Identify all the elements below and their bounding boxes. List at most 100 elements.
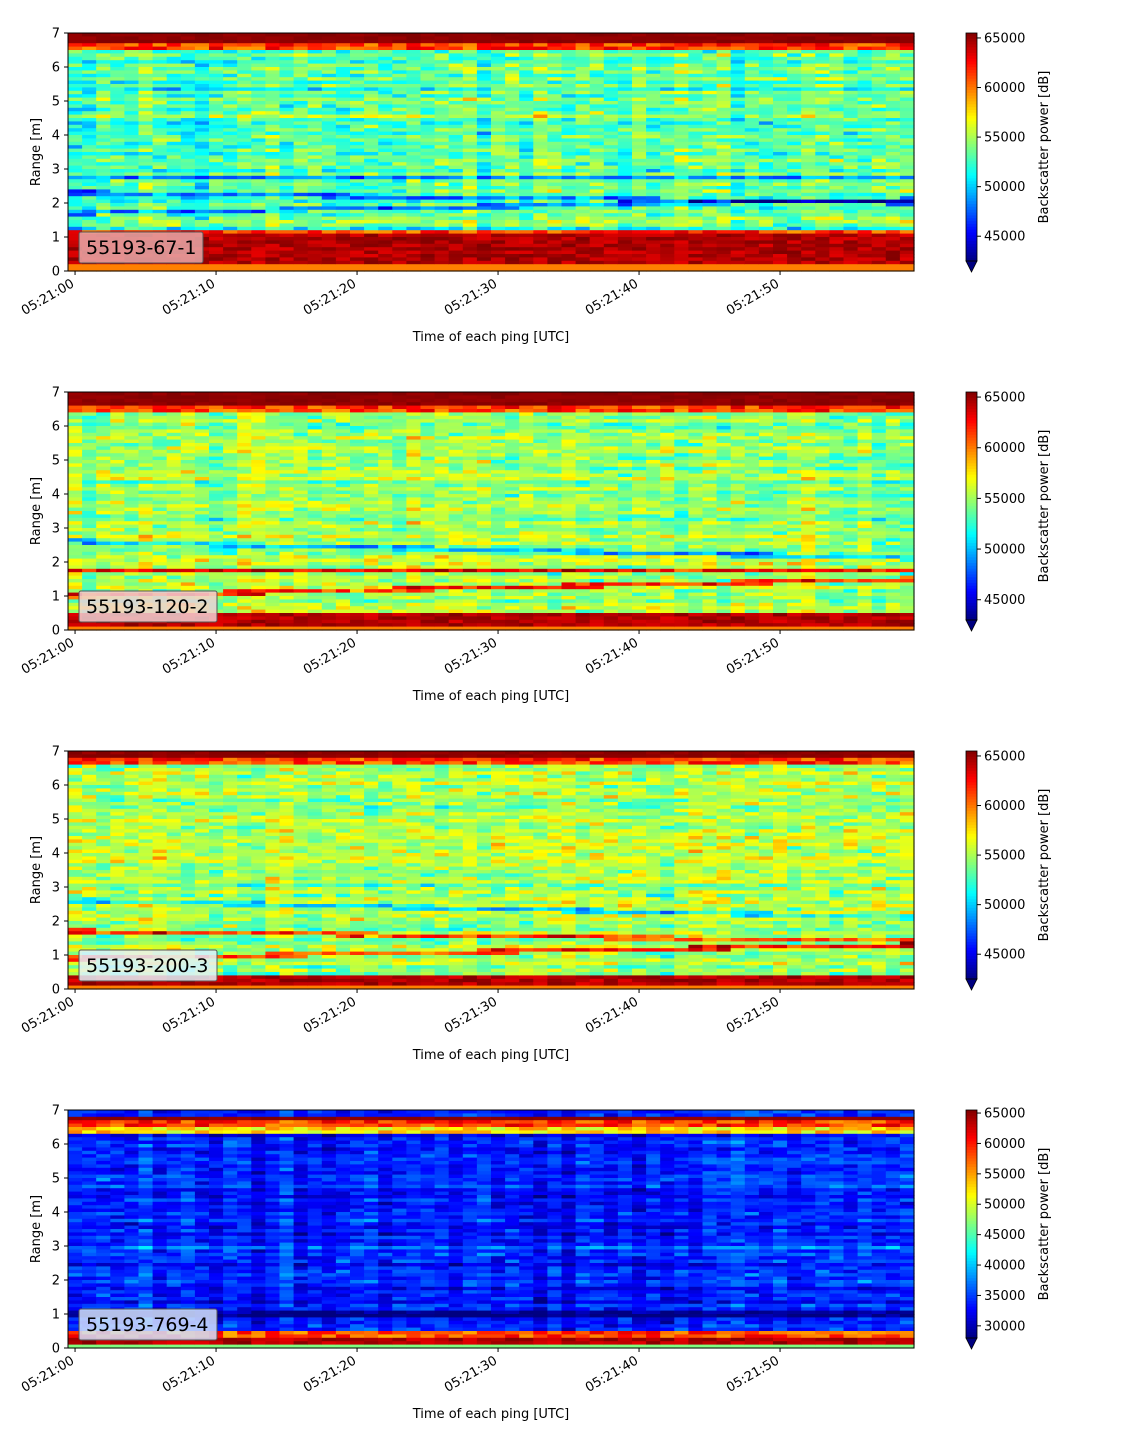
heatmap-cell (293, 70, 309, 75)
heatmap-cell (843, 172, 859, 177)
heatmap-cell (166, 155, 182, 160)
heatmap-cell (335, 189, 351, 194)
heatmap-cell (265, 97, 281, 102)
heatmap-cell (674, 196, 689, 201)
heatmap-cell (110, 77, 125, 82)
heatmap-cell (575, 247, 591, 252)
heatmap-cell (335, 250, 351, 255)
heatmap-cell (575, 114, 591, 119)
heatmap-cell (321, 240, 337, 245)
heatmap-cell (462, 162, 478, 167)
heatmap-cell (237, 121, 252, 126)
heatmap-cell (406, 172, 422, 177)
heatmap-cell (575, 33, 591, 37)
heatmap-cell (237, 250, 252, 255)
heatmap-cell (660, 155, 675, 160)
heatmap-cell (180, 155, 196, 160)
heatmap-cell (843, 189, 859, 194)
heatmap-cell (476, 141, 492, 146)
heatmap-cell (307, 118, 323, 122)
heatmap-cell (335, 67, 351, 71)
heatmap-cell (462, 264, 478, 269)
heatmap-cell (237, 189, 252, 194)
heatmap-cell (364, 104, 379, 109)
heatmap-cell (519, 90, 534, 95)
heatmap-cell (632, 138, 647, 143)
heatmap-cell (406, 87, 422, 92)
heatmap-cell (476, 84, 492, 88)
heatmap-cell (138, 148, 154, 153)
heatmap-cell (138, 63, 154, 68)
heatmap-cell (321, 87, 337, 92)
heatmap-cell (674, 260, 689, 265)
heatmap-cell (279, 39, 295, 44)
heatmap-cell (251, 169, 266, 173)
heatmap-cell (82, 213, 97, 218)
heatmap-cell (335, 145, 351, 150)
heatmap-cell (321, 206, 337, 211)
heatmap-cell (448, 138, 464, 143)
heatmap-cell (533, 209, 548, 214)
heatmap-cell (321, 247, 337, 252)
heatmap-cell (180, 148, 196, 153)
heatmap-cell (448, 247, 464, 252)
heatmap-cell (505, 43, 520, 48)
heatmap-cell (547, 267, 563, 272)
heatmap-cell (180, 111, 196, 116)
heatmap-cell (364, 114, 379, 119)
heatmap-cell (138, 39, 154, 44)
heatmap-cell (251, 73, 266, 78)
heatmap-cell (448, 50, 464, 54)
heatmap-cell (434, 90, 450, 95)
heatmap-cell (378, 145, 393, 150)
heatmap-cell (138, 118, 154, 122)
heatmap-cell (251, 87, 266, 92)
heatmap-cell (152, 500, 168, 505)
heatmap-cell (632, 145, 647, 150)
heatmap-cell (209, 60, 224, 65)
heatmap-cell (237, 94, 252, 99)
heatmap-cell (857, 189, 873, 194)
heatmap-cell (364, 192, 379, 197)
heatmap-cell (350, 182, 365, 187)
heatmap-cell (293, 169, 309, 173)
heatmap-cell (96, 70, 111, 75)
heatmap-cell (378, 243, 393, 248)
heatmap-cell (124, 118, 140, 122)
heatmap-cell (476, 67, 492, 71)
heatmap-cell (321, 226, 337, 231)
heatmap-cell (744, 196, 760, 201)
heatmap-cell (293, 230, 309, 235)
heatmap-cell (420, 250, 436, 255)
heatmap-cell (350, 155, 365, 160)
heatmap-cell (561, 199, 577, 204)
heatmap-cell (364, 172, 379, 177)
heatmap-cell (321, 158, 337, 163)
heatmap-cell (251, 182, 266, 187)
heatmap-cell (758, 172, 774, 177)
heatmap-cell (124, 101, 140, 105)
heatmap-cell (462, 169, 478, 173)
heatmap-cell (476, 213, 492, 218)
heatmap-cell (350, 33, 365, 37)
heatmap-cell (575, 260, 591, 265)
heatmap-cell (335, 203, 351, 207)
heatmap-cell (462, 39, 478, 44)
heatmap-cell (801, 230, 816, 235)
heatmap-cell (491, 155, 506, 160)
heatmap-cell (561, 135, 577, 139)
heatmap-cell (491, 131, 506, 136)
heatmap-cell (547, 141, 563, 146)
heatmap-cell (293, 118, 309, 122)
heatmap-cell (68, 466, 83, 471)
heatmap-cell (392, 165, 407, 170)
heatmap-cell (533, 111, 548, 116)
heatmap-cell (96, 175, 111, 180)
heatmap-cell (857, 213, 873, 218)
heatmap-cell (448, 135, 464, 139)
heatmap-cell (350, 223, 365, 228)
heatmap-cell (124, 483, 140, 488)
heatmap-cell (462, 104, 478, 109)
heatmap-cell (575, 97, 591, 102)
heatmap-cell (364, 118, 379, 122)
